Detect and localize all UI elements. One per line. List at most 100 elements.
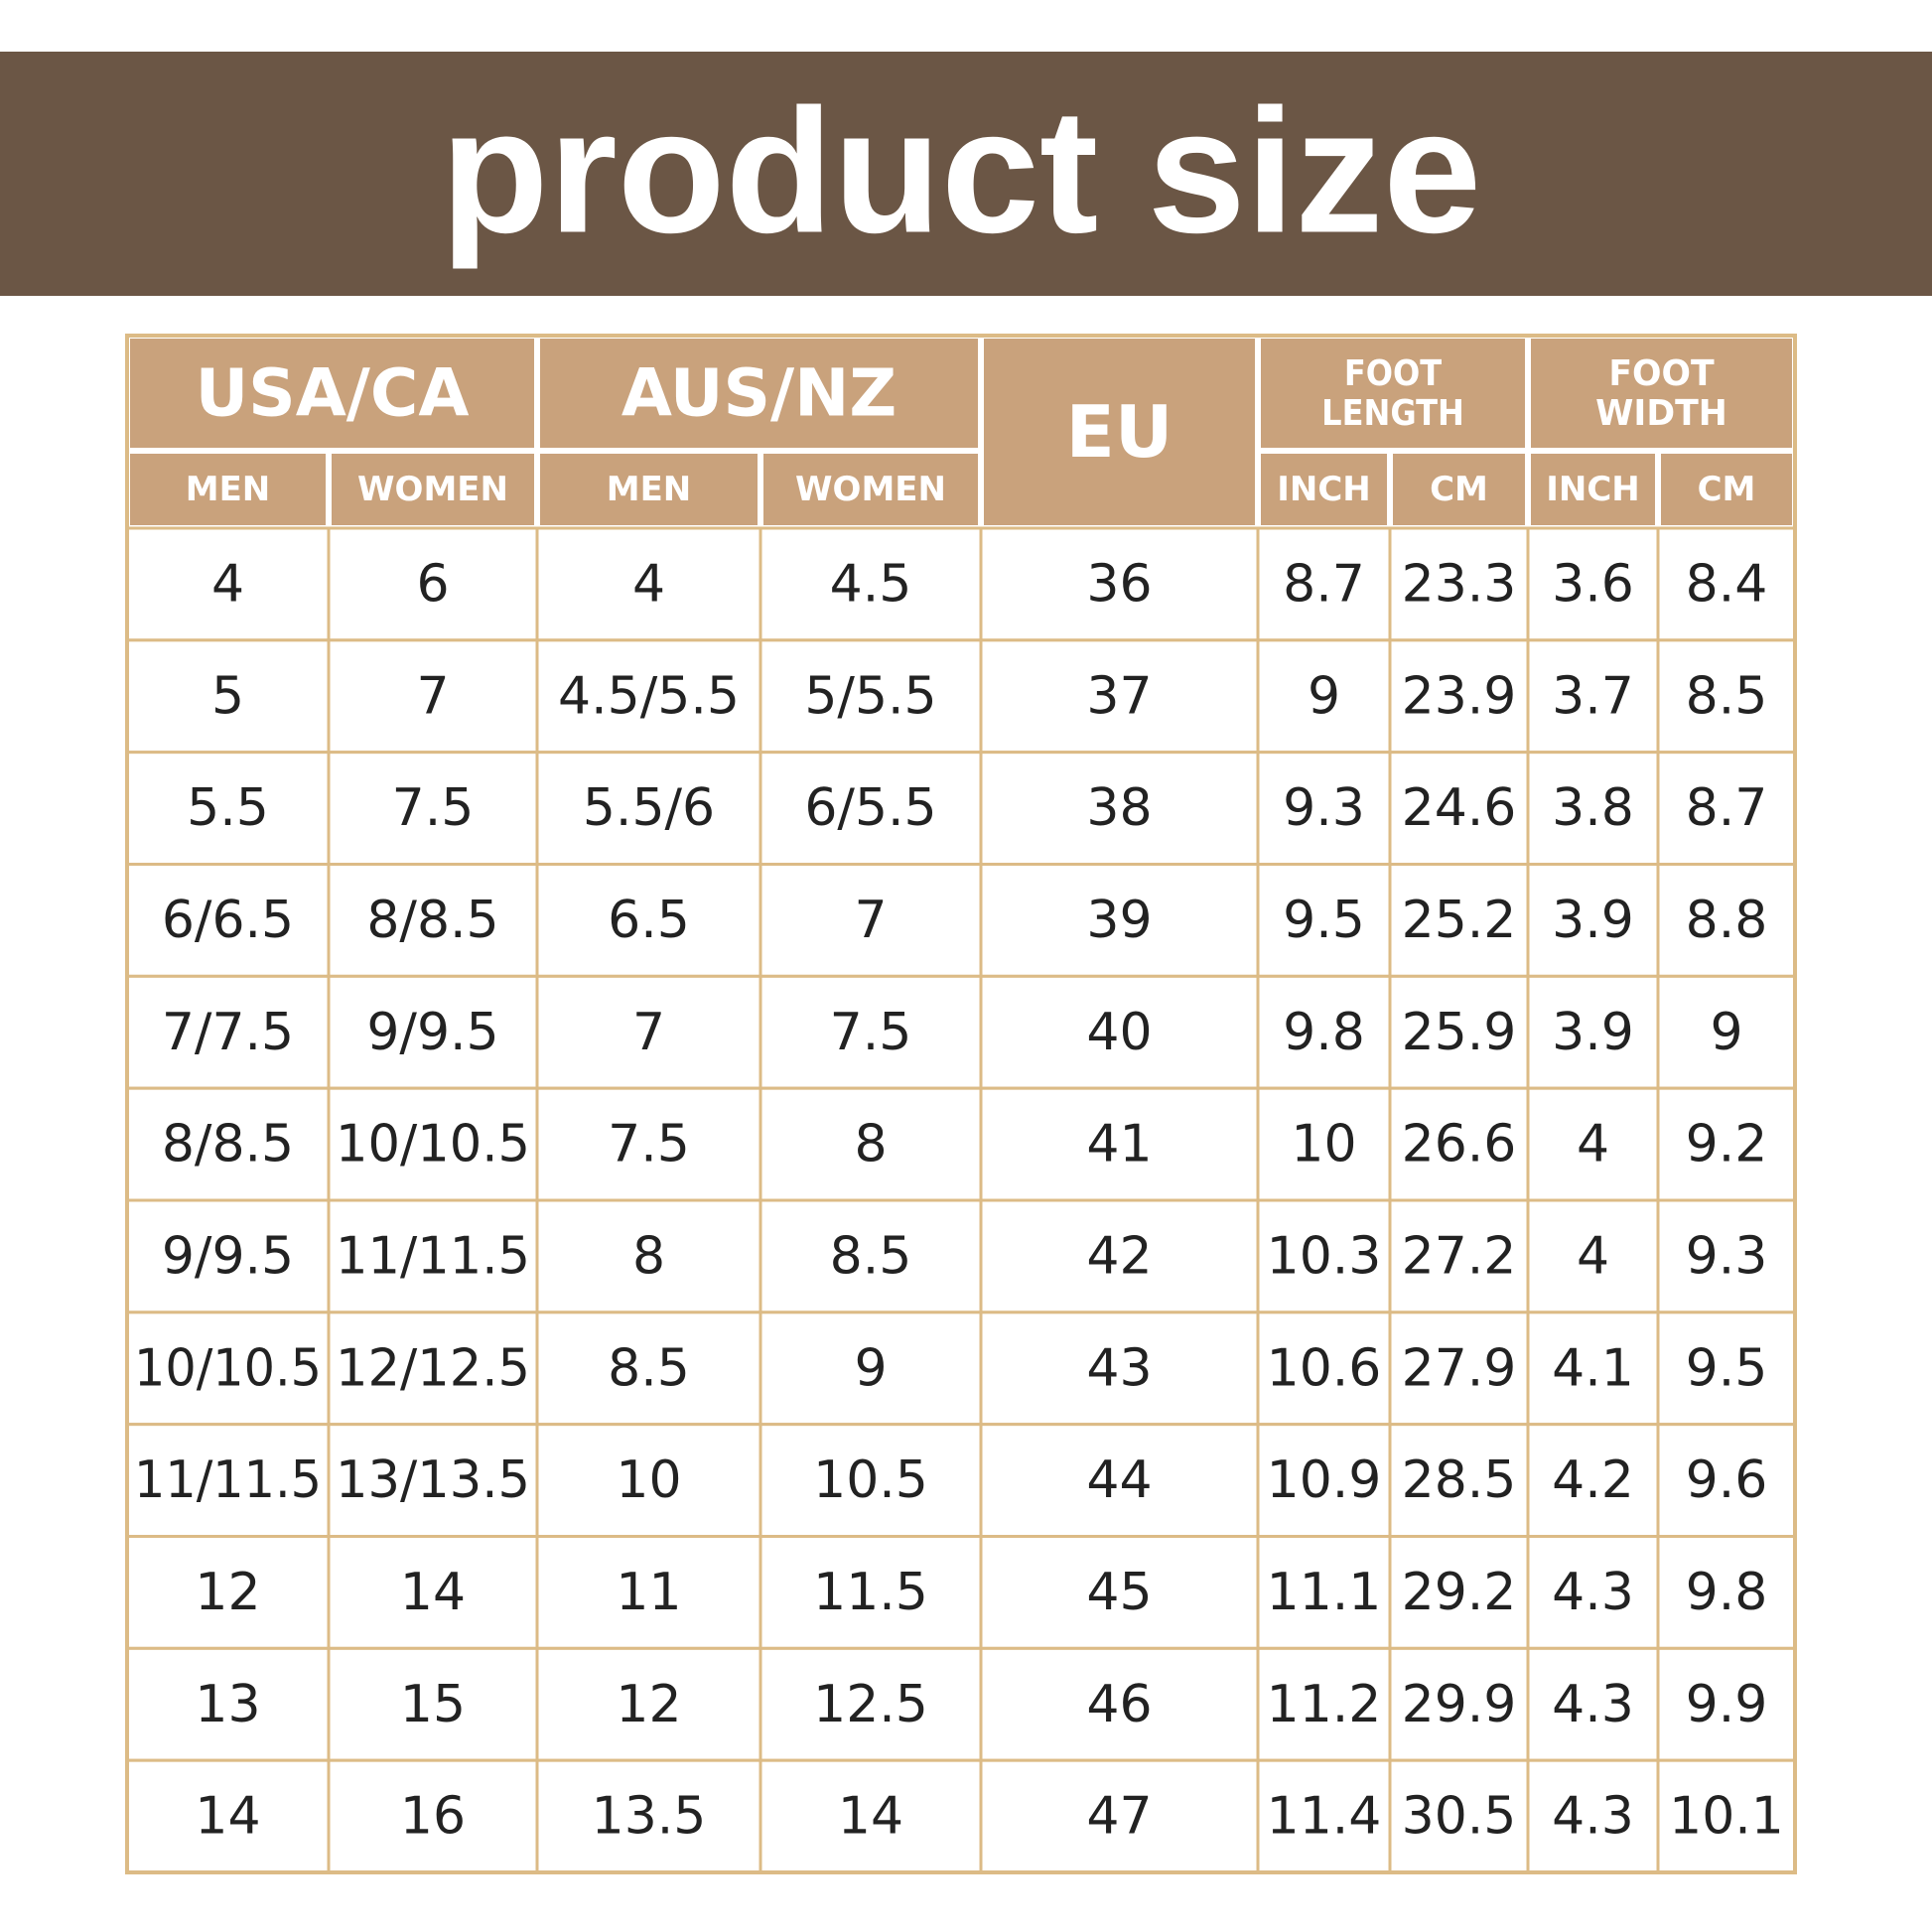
table-cell [535, 751, 762, 867]
table-cell [759, 1646, 983, 1762]
table-cell [759, 1535, 983, 1650]
group-header-cell [1531, 339, 1792, 448]
subheader: MEN [186, 470, 271, 509]
cell-text: 38 [1086, 778, 1152, 838]
cell-text: 41 [1086, 1115, 1152, 1174]
cell-text: 8.5 [608, 1338, 690, 1398]
cell-text: 4 [632, 554, 665, 614]
cell-text: 39 [1086, 891, 1152, 950]
table-cell [1256, 1646, 1392, 1762]
table-cell [327, 1646, 539, 1762]
table-cell [1656, 1646, 1797, 1762]
table-cell [1388, 638, 1530, 755]
table-cell [1256, 1423, 1392, 1538]
cell-text: 13.5 [592, 1787, 707, 1847]
cell-text: 9.5 [1283, 891, 1365, 950]
table-cell [1256, 1758, 1392, 1874]
cell-text: 11/11.5 [134, 1450, 322, 1510]
subheader-cell [130, 454, 326, 525]
table-cell [1656, 751, 1797, 867]
cell-text: 6 [416, 554, 449, 614]
subheader-cell [763, 454, 978, 525]
group-header: EU [1066, 390, 1173, 474]
cell-text: 47 [1086, 1787, 1152, 1847]
cell-text: 43 [1086, 1338, 1152, 1398]
cell-text: 9.6 [1686, 1450, 1768, 1510]
table-cell [759, 1198, 983, 1314]
table-cell [125, 1086, 331, 1202]
table-cell [1388, 526, 1530, 642]
subheader: CM [1430, 470, 1488, 509]
cell-text: 8 [854, 1115, 887, 1174]
cell-text: 11 [616, 1563, 681, 1622]
cell-text: 7.5 [392, 778, 475, 838]
group-header-cell [130, 339, 534, 448]
table-cell [125, 638, 331, 755]
table-cell [327, 1311, 539, 1427]
cell-text: 3.9 [1552, 1003, 1634, 1062]
cell-text: 9.8 [1686, 1563, 1768, 1622]
table-cell [1656, 1535, 1797, 1650]
table-cell [1656, 863, 1797, 978]
cell-text: 9.3 [1686, 1226, 1768, 1286]
table-cell [759, 1423, 983, 1538]
cell-text: 9/9.5 [366, 1003, 498, 1062]
subheader-cell [540, 454, 758, 525]
cell-text: 14 [195, 1787, 260, 1847]
cell-text: 5 [211, 666, 244, 726]
table-cell [1256, 638, 1392, 755]
cell-text: 12 [616, 1675, 681, 1734]
subheader-cell [332, 454, 534, 525]
table-cell [979, 974, 1260, 1090]
cell-text: 9 [1710, 1003, 1742, 1062]
cell-text: 8.7 [1686, 778, 1768, 838]
cell-text: 11/11.5 [336, 1226, 530, 1286]
cell-text: 14 [400, 1563, 466, 1622]
cell-text: 25.2 [1402, 891, 1517, 950]
cell-text: 5/5.5 [804, 666, 936, 726]
group-header-cell [984, 339, 1255, 525]
cell-text: 7.5 [830, 1003, 912, 1062]
cell-text: 9.5 [1686, 1338, 1768, 1398]
cell-text: 23.3 [1402, 554, 1517, 614]
cell-text: 8.5 [1686, 666, 1768, 726]
subheader: WOMEN [357, 470, 508, 509]
cell-text: 45 [1086, 1563, 1152, 1622]
title: product size [441, 72, 1481, 270]
group-header: AUS/NZ [621, 355, 897, 432]
subheader: MEN [607, 470, 692, 509]
table-cell [1526, 526, 1660, 642]
cell-text: 4 [211, 554, 244, 614]
table-cell [1388, 1646, 1530, 1762]
cell-text: 7/7.5 [162, 1003, 294, 1062]
cell-text: 6/5.5 [804, 778, 936, 838]
table-cell [759, 1758, 983, 1874]
table-cell [1256, 974, 1392, 1090]
cell-text: 16 [400, 1787, 466, 1847]
cell-text: 8/8.5 [162, 1115, 294, 1174]
cell-text: 6/6.5 [162, 891, 294, 950]
cell-text: 4.1 [1552, 1338, 1634, 1398]
cell-text: 6.5 [608, 891, 690, 950]
table-cell [125, 974, 331, 1090]
cell-text: 27.2 [1402, 1226, 1517, 1286]
table-cell [979, 1535, 1260, 1650]
group-header: FOOT LENGTH [1321, 353, 1464, 434]
table-cell [1656, 1086, 1797, 1202]
subheader: INCH [1277, 470, 1371, 509]
cell-text: 4 [1577, 1115, 1609, 1174]
subheader-cell [1393, 454, 1525, 525]
cell-text: 8 [632, 1226, 665, 1286]
table-cell [1656, 638, 1797, 755]
table-cell [535, 1423, 762, 1538]
table-cell [125, 1535, 331, 1650]
cell-text: 23.9 [1402, 666, 1517, 726]
cell-text: 12.5 [813, 1675, 928, 1734]
cell-text: 7.5 [608, 1115, 690, 1174]
cell-text: 3.6 [1552, 554, 1634, 614]
cell-text: 25.9 [1402, 1003, 1517, 1062]
cell-text: 10.3 [1267, 1226, 1382, 1286]
subheader-cell [1531, 454, 1655, 525]
cell-text: 9.2 [1686, 1115, 1768, 1174]
